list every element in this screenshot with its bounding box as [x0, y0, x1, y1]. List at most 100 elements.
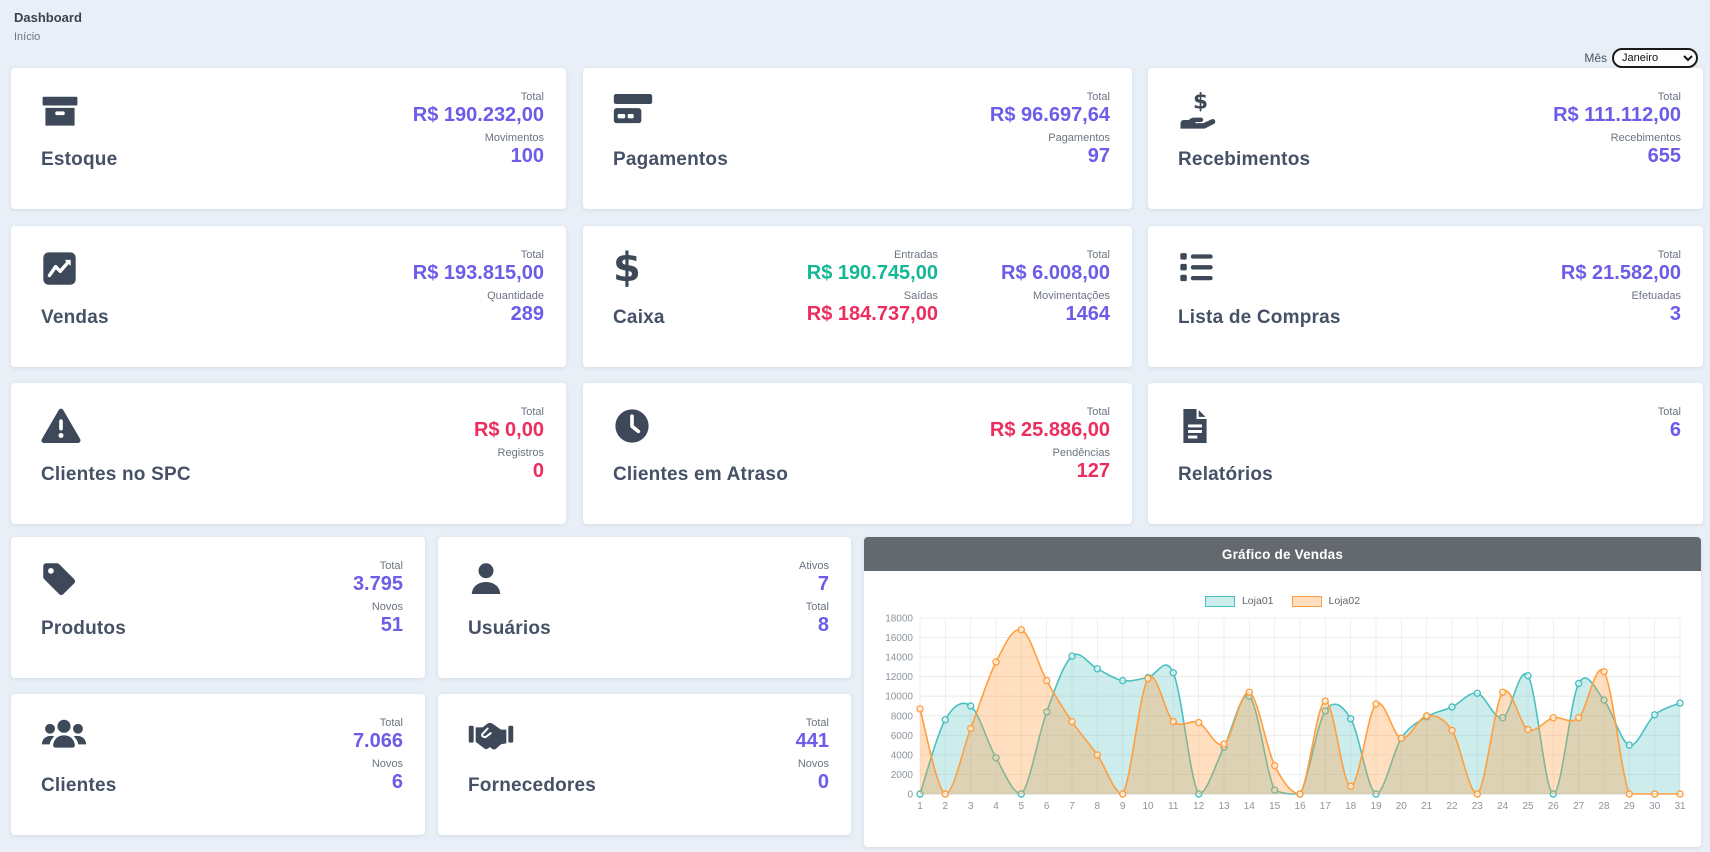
card-title: Caixa [613, 307, 665, 328]
card-stats: Total R$ 111.112,00 Recebimentos 655 [1553, 86, 1681, 168]
card-stats: Total 441 Novos 0 [796, 712, 829, 794]
svg-text:3: 3 [968, 801, 974, 812]
card-title: Produtos [41, 618, 126, 639]
svg-text:16: 16 [1294, 801, 1306, 812]
stat-label: Recebimentos [1610, 132, 1681, 144]
stat-label: Saídas [903, 290, 938, 302]
stat-value: R$ 21.582,00 [1560, 262, 1681, 284]
stat-value: 6 [391, 771, 403, 793]
card-stats: Total R$ 6.008,00 Movimentações 1464 [1001, 244, 1110, 326]
stat-label: Ativos [799, 560, 829, 572]
svg-text:5: 5 [1019, 801, 1025, 812]
svg-text:23: 23 [1472, 801, 1484, 812]
svg-text:29: 29 [1624, 801, 1636, 812]
card-title: Clientes [41, 775, 117, 796]
legend-item-loja01[interactable]: Loja01 [1204, 595, 1274, 607]
chart-title: Gráfico de Vendas [864, 537, 1701, 571]
warning-triangle-icon [41, 407, 81, 444]
month-select[interactable]: Janeiro [1612, 48, 1698, 68]
month-label: Mês [1584, 51, 1607, 65]
stat-value: 7.066 [352, 730, 403, 752]
stat-value: R$ 193.815,00 [412, 262, 544, 284]
svg-text:12000: 12000 [885, 672, 913, 683]
svg-text:6: 6 [1044, 801, 1050, 812]
stat-label: Total [1086, 249, 1110, 261]
stat-value: 3.795 [352, 573, 403, 595]
hand-holding-dollar-icon: $ [1178, 92, 1218, 132]
legend-item-loja02[interactable]: Loja02 [1291, 595, 1360, 607]
svg-text:25: 25 [1522, 801, 1534, 812]
stat-label: Novos [371, 758, 403, 770]
svg-text:10: 10 [1142, 801, 1154, 812]
stat-label: Pagamentos [1048, 132, 1110, 144]
card-clientes-em-atraso: Clientes em Atraso Total R$ 25.886,00 Pe… [583, 383, 1132, 524]
list-icon [1178, 250, 1215, 284]
card-title: Lista de Compras [1178, 307, 1341, 328]
svg-text:2: 2 [943, 801, 949, 812]
svg-text:6000: 6000 [891, 731, 914, 742]
card-relatorios: Relatórios Total 6 [1148, 383, 1703, 524]
svg-text:19: 19 [1370, 801, 1382, 812]
stat-label: Novos [371, 601, 403, 613]
card-title: Usuários [468, 618, 551, 639]
stat-value: 8 [817, 614, 829, 636]
stat-label: Total [1657, 91, 1681, 103]
card-stats: Total 7.066 Novos 6 [353, 712, 403, 794]
card-stats: Total R$ 193.815,00 Quantidade 289 [413, 244, 544, 326]
card-title: Relatórios [1178, 464, 1273, 485]
svg-text:15: 15 [1269, 801, 1281, 812]
stat-label: Pendências [1052, 447, 1111, 459]
users-icon [41, 718, 87, 751]
stat-value: R$ 0,00 [473, 419, 544, 441]
card-lista-de-compras: Lista de Compras Total R$ 21.582,00 Efet… [1148, 226, 1703, 367]
tag-icon [41, 561, 77, 597]
breadcrumb[interactable]: Início [14, 31, 41, 43]
card-stats: Ativos 7 Total 8 [799, 555, 829, 637]
svg-text:11: 11 [1168, 801, 1179, 812]
sales-chart-svg: 1 2 3 4 5 6 7 8 9 10 11 12 13 14 15 16 17 18 19 20 21 22 23 24 2… [885, 614, 1686, 813]
stat-value: 51 [380, 614, 403, 636]
svg-text:8000: 8000 [891, 711, 914, 722]
stat-label: Registros [497, 447, 544, 459]
stat-value: R$ 25.886,00 [989, 419, 1110, 441]
svg-text:13: 13 [1218, 801, 1230, 812]
stat-label: Total [1657, 406, 1681, 418]
stat-value: 7 [817, 573, 829, 595]
legend-swatch [1291, 595, 1322, 607]
stat-label: Total [805, 717, 829, 729]
stat-value: R$ 184.737,00 [806, 303, 938, 325]
svg-text:30: 30 [1649, 801, 1661, 812]
stat-value: 100 [510, 145, 544, 167]
clock-icon [613, 407, 651, 445]
svg-text:18000: 18000 [885, 614, 913, 625]
card-recebimentos: $ Recebimentos Total R$ 111.112,00 Receb… [1148, 68, 1703, 209]
svg-text:9: 9 [1120, 801, 1126, 812]
stat-value: R$ 96.697,64 [989, 104, 1110, 126]
card-pagamentos: Pagamentos Total R$ 96.697,64 Pagamentos… [583, 68, 1132, 209]
card-title: Vendas [41, 307, 109, 328]
user-icon [468, 561, 504, 597]
card-title: Estoque [41, 149, 118, 170]
page-title: Dashboard [14, 10, 82, 25]
stat-value: 289 [510, 303, 544, 325]
svg-text:14000: 14000 [885, 653, 913, 664]
stat-label: Total [1086, 406, 1110, 418]
svg-text:4: 4 [993, 801, 999, 812]
stat-value: 0 [817, 771, 829, 793]
card-title: Recebimentos [1178, 149, 1311, 170]
card-stats: Total 6 [1658, 401, 1681, 442]
chart-line-icon [41, 250, 78, 287]
card-title: Clientes em Atraso [613, 464, 789, 485]
stat-label: Quantidade [487, 290, 544, 302]
svg-text:7: 7 [1069, 801, 1075, 812]
svg-text:16000: 16000 [885, 633, 913, 644]
card-estoque: Estoque Total R$ 190.232,00 Movimentos 1… [11, 68, 566, 209]
month-filter: Mês Janeiro [1584, 48, 1698, 68]
stat-value: 6 [1669, 419, 1681, 441]
chart-legend: Loja01 Loja02 [864, 593, 1701, 609]
svg-text:31: 31 [1674, 801, 1686, 812]
card-produtos: Produtos Total 3.795 Novos 51 [11, 537, 425, 678]
stat-label: Total [379, 717, 403, 729]
legend-label: Loja01 [1241, 595, 1274, 607]
stat-value: R$ 6.008,00 [1001, 262, 1110, 284]
